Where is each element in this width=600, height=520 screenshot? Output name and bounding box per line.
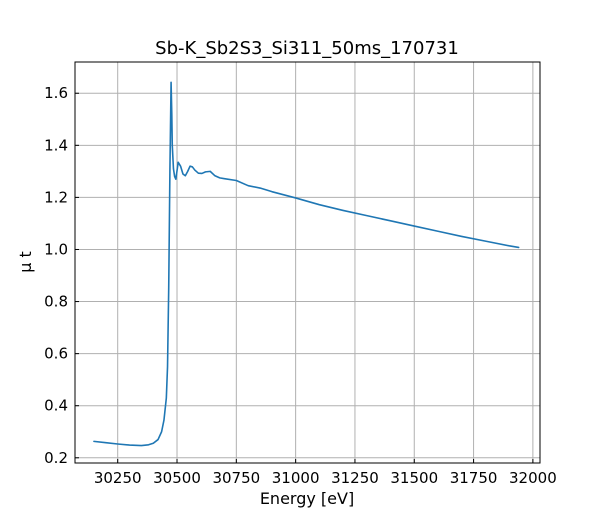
y-tick-label: 0.2 — [44, 449, 68, 467]
x-axis-label: Energy [eV] — [260, 489, 354, 508]
y-tick-label: 1.6 — [44, 84, 68, 102]
x-tick-label: 30750 — [212, 469, 260, 487]
y-tick-label: 1.0 — [44, 240, 68, 258]
x-tick-label: 30250 — [94, 469, 142, 487]
grid — [75, 62, 540, 463]
y-tick-label: 1.4 — [44, 136, 68, 154]
x-tick-label: 31500 — [390, 469, 438, 487]
x-tick-label: 31250 — [331, 469, 379, 487]
y-tick-label: 0.6 — [44, 345, 68, 363]
chart-title: Sb-K_Sb2S3_Si311_50ms_170731 — [155, 38, 459, 59]
x-tick-label: 30500 — [153, 469, 201, 487]
y-axis-label: μ t — [16, 251, 35, 273]
plot-frame — [74, 61, 541, 464]
y-tick-labels: 0.2 0.4 0.6 0.8 1.0 1.2 1.4 1.6 — [44, 84, 68, 467]
series-line — [93, 81, 520, 447]
x-tick-label: 32000 — [509, 469, 557, 487]
y-tick-label: 1.2 — [44, 188, 68, 206]
data-layer — [93, 81, 520, 447]
y-tick-label: 0.4 — [44, 397, 68, 415]
x-tick-labels: 30250 30500 30750 31000 31250 31500 31750 32000 — [94, 469, 557, 487]
x-tick-label: 31000 — [272, 469, 320, 487]
y-tick-label: 0.8 — [44, 293, 68, 311]
x-tick-label: 31750 — [450, 469, 498, 487]
tick-marks — [75, 92, 534, 463]
